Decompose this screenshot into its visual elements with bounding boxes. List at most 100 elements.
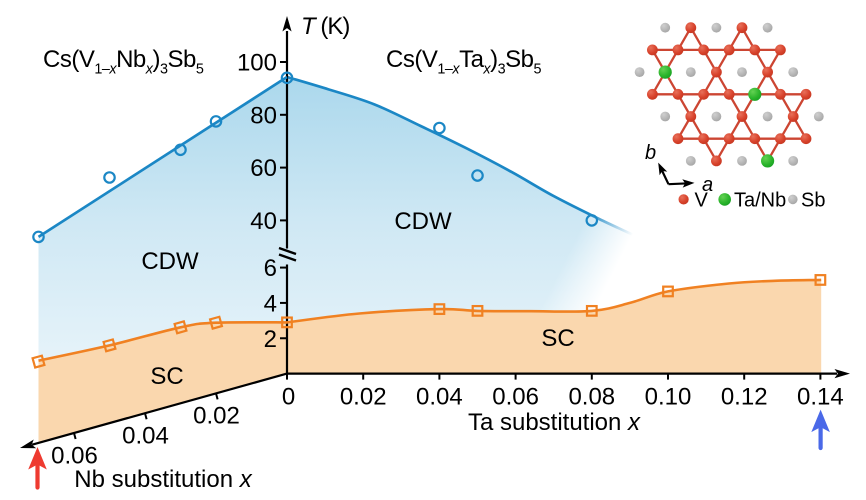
atom-green (748, 87, 762, 101)
y-tick-label-80: 80 (250, 102, 277, 129)
atom-v (685, 22, 697, 34)
cdw-boundary-line-ta (286, 75, 665, 254)
axes (20, 16, 850, 449)
nb-axis-line (31, 372, 288, 446)
atom-sb (788, 156, 799, 166)
y-tick-label-40: 40 (250, 208, 277, 235)
phase-boundary-curves (37, 75, 822, 362)
y-tick-label-6: 6 (264, 255, 277, 282)
axis-break-slash (278, 246, 297, 256)
atom-v (787, 111, 799, 122)
sc-boundary-curve-ta (286, 278, 822, 324)
atom-v (736, 22, 748, 34)
sc-region-fill-ta (287, 279, 822, 374)
compound-title-left: Cs(V1–xNbx)3Sb5 (43, 46, 204, 78)
ta-tick-label-0.10: 0.10 (645, 384, 692, 411)
nb-tick-label-0.02: 0.02 (193, 403, 240, 430)
annotation-arrows (28, 409, 830, 490)
cdw-data-point (433, 121, 446, 135)
atom-sb (660, 22, 671, 33)
nb-axis-label: Nb substitution x (74, 466, 252, 493)
atom-v (723, 44, 735, 56)
atom-v (672, 88, 684, 100)
atom-sb (813, 111, 824, 122)
atom-v (800, 133, 812, 145)
nb-tick-label-0.06: 0.06 (51, 442, 98, 469)
atom-v (711, 155, 722, 167)
atom-sb (711, 111, 722, 122)
atom-v (647, 88, 658, 100)
y-tick-label-60: 60 (250, 155, 277, 182)
cdw-region-fill-ta (287, 77, 665, 345)
inset-axis-arrows: ab (645, 142, 713, 196)
legend-label-V: V (695, 189, 709, 211)
lattice-atoms (634, 22, 824, 168)
atom-v (698, 44, 709, 56)
legend-dot-Ta/Nb (718, 193, 731, 206)
atom-v (775, 133, 786, 145)
cdw-label-left: CDW (141, 248, 199, 275)
inset-b-axis-label: b (645, 142, 656, 164)
atom-sb (762, 22, 773, 33)
compound-title-right: Cs(V1–xTax)3Sb5 (386, 46, 542, 78)
sc-label-right: SC (541, 325, 574, 352)
cdw-data-point (209, 115, 223, 128)
nb-tick-label-0.04: 0.04 (122, 423, 169, 450)
sc-region-fill-nb (38, 322, 287, 443)
atom-sb (660, 111, 671, 122)
atom-v (647, 44, 658, 56)
atom-v (762, 66, 773, 78)
sc-data-point (173, 320, 188, 335)
sc-data-point (662, 285, 674, 298)
atom-sb (788, 67, 799, 77)
sc-data-point (814, 274, 827, 286)
text-labels: Cs(V1–xNbx)3Sb5 Cs(V1–xTax)3Sb5 T (K) CD… (43, 13, 641, 493)
cdw-data-point (103, 171, 116, 184)
sc-data-point (471, 304, 484, 317)
sc-data-point (31, 354, 46, 369)
atom-v (672, 133, 684, 145)
data-point-markers (31, 71, 827, 369)
blue-up-arrow (811, 409, 830, 451)
sc-data-point (102, 338, 117, 353)
t-axis-label: T (K) (301, 13, 349, 40)
legend-label-Sb: Sb (801, 189, 825, 211)
atom-sb (685, 67, 696, 77)
sc-label-left: SC (150, 363, 183, 390)
atom-sb (762, 111, 773, 122)
atom-v (736, 111, 748, 122)
atom-green (658, 65, 672, 79)
atom-v (711, 66, 722, 78)
atom-v (749, 133, 761, 145)
phase-region-fills (38, 75, 822, 443)
ta-tick-label-0: 0 (282, 384, 295, 411)
ta-tick-label-0.06: 0.06 (492, 384, 539, 411)
atom-sb (634, 67, 645, 77)
y-tick-label-2: 2 (264, 326, 277, 353)
legend-dot-V (678, 194, 689, 205)
sc-data-point (585, 304, 598, 317)
cdw-data-point (280, 71, 294, 85)
atom-v (685, 111, 697, 122)
axis-break-slash (278, 253, 297, 262)
cdw-boundary-line-nb (37, 75, 288, 239)
legend-label-Ta/Nb: Ta/Nb (734, 189, 786, 211)
atom-v (698, 133, 709, 145)
atom-sb (685, 156, 696, 166)
inset-legend: V Ta/Nb Sb (678, 189, 825, 211)
ta-axis-label: Ta substitution x (468, 409, 641, 436)
atom-v (800, 88, 812, 100)
red-up-arrow (28, 447, 47, 490)
inset-a-axis-label: a (702, 174, 713, 196)
cdw-data-point (32, 230, 45, 244)
tick-labels: 100 80 60 40 6 4 2 0 0.02 0.04 0.06 0.08 0.10 0.12 0.1… (51, 50, 844, 470)
ta-tick-label-0.14: 0.14 (797, 384, 844, 411)
sc-data-point (208, 315, 224, 330)
atom-v (749, 44, 761, 56)
atom-v (672, 44, 684, 56)
atom-green (761, 154, 775, 168)
atom-sb (737, 156, 747, 166)
atom-v (698, 88, 709, 100)
sc-data-point (281, 316, 293, 329)
